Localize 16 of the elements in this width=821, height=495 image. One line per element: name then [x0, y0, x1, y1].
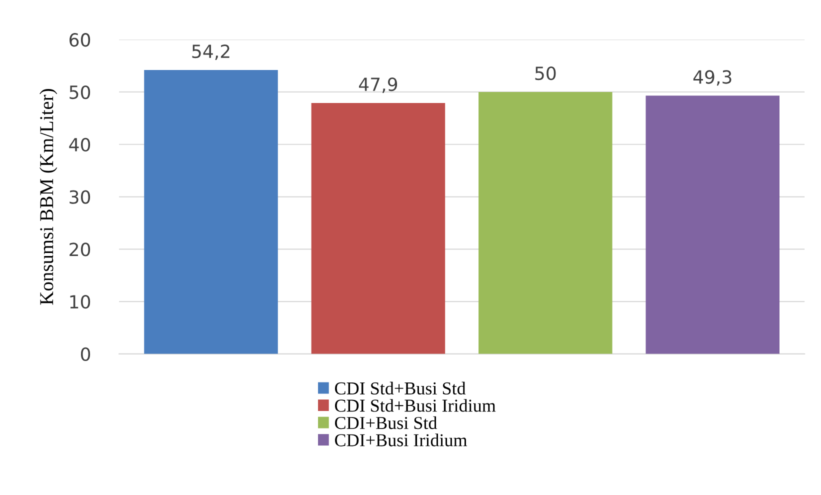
- y-axis-title: Konsumsi BBM (Km/Liter): [40, 89, 58, 305]
- y-tick-label: 50: [70, 85, 90, 100]
- legend-label: CDI+Busi Std: [335, 416, 438, 430]
- y-tick-label: 60: [70, 33, 90, 47]
- y-tick-label: 20: [70, 242, 90, 256]
- text: 54,2: [192, 44, 230, 60]
- legend-label: CDI+Busi Iridium: [335, 434, 468, 446]
- y-tick-label: 40: [69, 138, 90, 152]
- text: 49,3: [693, 70, 732, 86]
- y-tick-label: 10: [70, 294, 90, 309]
- y-tick-label: 0: [80, 347, 90, 362]
- legend-label: CDI Std+Busi Iridium: [335, 399, 496, 412]
- text: 50: [535, 66, 556, 80]
- legend-label: CDI Std+Busi Std: [335, 382, 466, 395]
- y-tick-label: 30: [70, 190, 90, 204]
- text: 47,9: [358, 78, 398, 93]
